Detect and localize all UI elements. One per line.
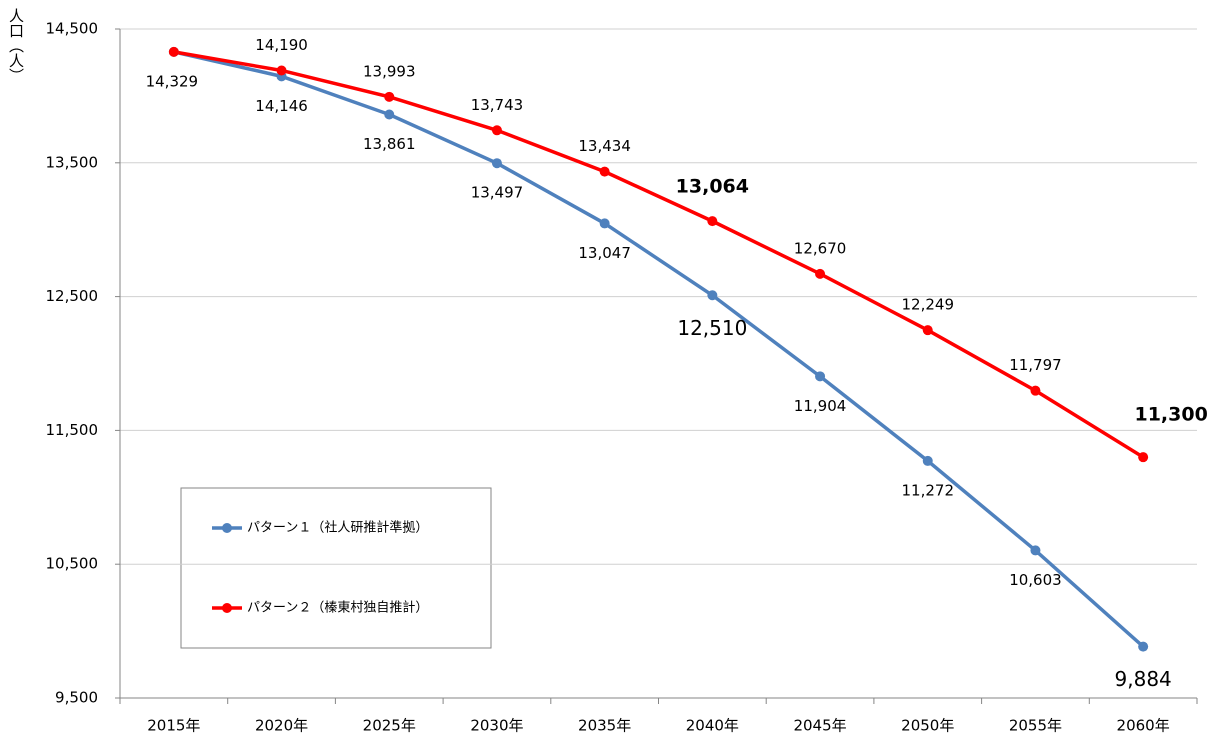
marker: [922, 325, 933, 336]
marker: [1138, 641, 1149, 652]
x-tick-label: 2045年: [793, 717, 846, 735]
data-label: 13,434: [578, 137, 631, 155]
marker: [384, 91, 395, 102]
data-label: 13,064: [676, 176, 749, 198]
data-label: 14,146: [255, 97, 308, 115]
y-tick-label: 9,500: [55, 689, 98, 707]
y-tick-label: 12,500: [46, 287, 99, 305]
x-tick-label: 2055年: [1009, 717, 1062, 735]
data-label: 14,329: [146, 72, 199, 90]
y-tick-label: 13,500: [46, 153, 99, 171]
data-label: 13,047: [578, 244, 631, 262]
y-tick-label: 11,500: [46, 421, 99, 439]
x-tick-label: 2030年: [470, 717, 523, 735]
x-tick-label: 2040年: [686, 717, 739, 735]
legend-box: [180, 487, 492, 649]
marker: [491, 125, 502, 136]
marker: [168, 46, 179, 57]
y-tick-label: 10,500: [46, 555, 99, 573]
data-label: 12,670: [794, 239, 847, 257]
x-tick-label: 2050年: [901, 717, 954, 735]
data-label: 11,904: [794, 397, 847, 415]
series-line: [173, 50, 1145, 648]
data-label: 11,272: [902, 481, 955, 499]
legend-label: パターン１（社人研推計準拠）: [247, 520, 428, 536]
x-tick-label: 2025年: [363, 717, 416, 735]
marker: [1138, 452, 1149, 463]
x-tick-label: 2020年: [255, 717, 308, 735]
data-label: 14,190: [255, 36, 308, 54]
data-label: 11,797: [1009, 356, 1062, 374]
data-label: 10,603: [1009, 571, 1062, 589]
data-label: 12,510: [677, 316, 747, 340]
marker: [922, 455, 933, 466]
marker: [815, 268, 826, 279]
x-tick-label: 2035年: [578, 717, 631, 735]
legend-marker: [222, 523, 232, 533]
marker: [707, 216, 718, 227]
legend-marker: [222, 603, 232, 613]
data-label: 11,300: [1134, 404, 1207, 426]
legend-label: パターン２（榛東村独自推計）: [247, 600, 428, 616]
marker: [276, 65, 287, 76]
data-label: 13,743: [471, 96, 524, 114]
marker: [707, 290, 718, 301]
marker: [599, 166, 610, 177]
data-label: 13,861: [363, 135, 416, 153]
marker: [1030, 545, 1041, 556]
data-label: 13,497: [471, 184, 524, 202]
series-line: [173, 50, 1145, 459]
data-label: 13,993: [363, 62, 416, 80]
x-tick-label: 2060年: [1117, 717, 1170, 735]
data-label: 9,884: [1115, 667, 1172, 691]
data-label: 12,249: [902, 296, 955, 314]
y-tick-label: 14,500: [46, 20, 99, 38]
x-tick-label: 2015年: [147, 717, 200, 735]
marker: [384, 109, 395, 120]
marker: [491, 158, 502, 169]
marker: [599, 218, 610, 229]
marker: [815, 371, 826, 382]
marker: [1030, 385, 1041, 396]
y-axis-label: 人口（人）: [7, 8, 25, 83]
